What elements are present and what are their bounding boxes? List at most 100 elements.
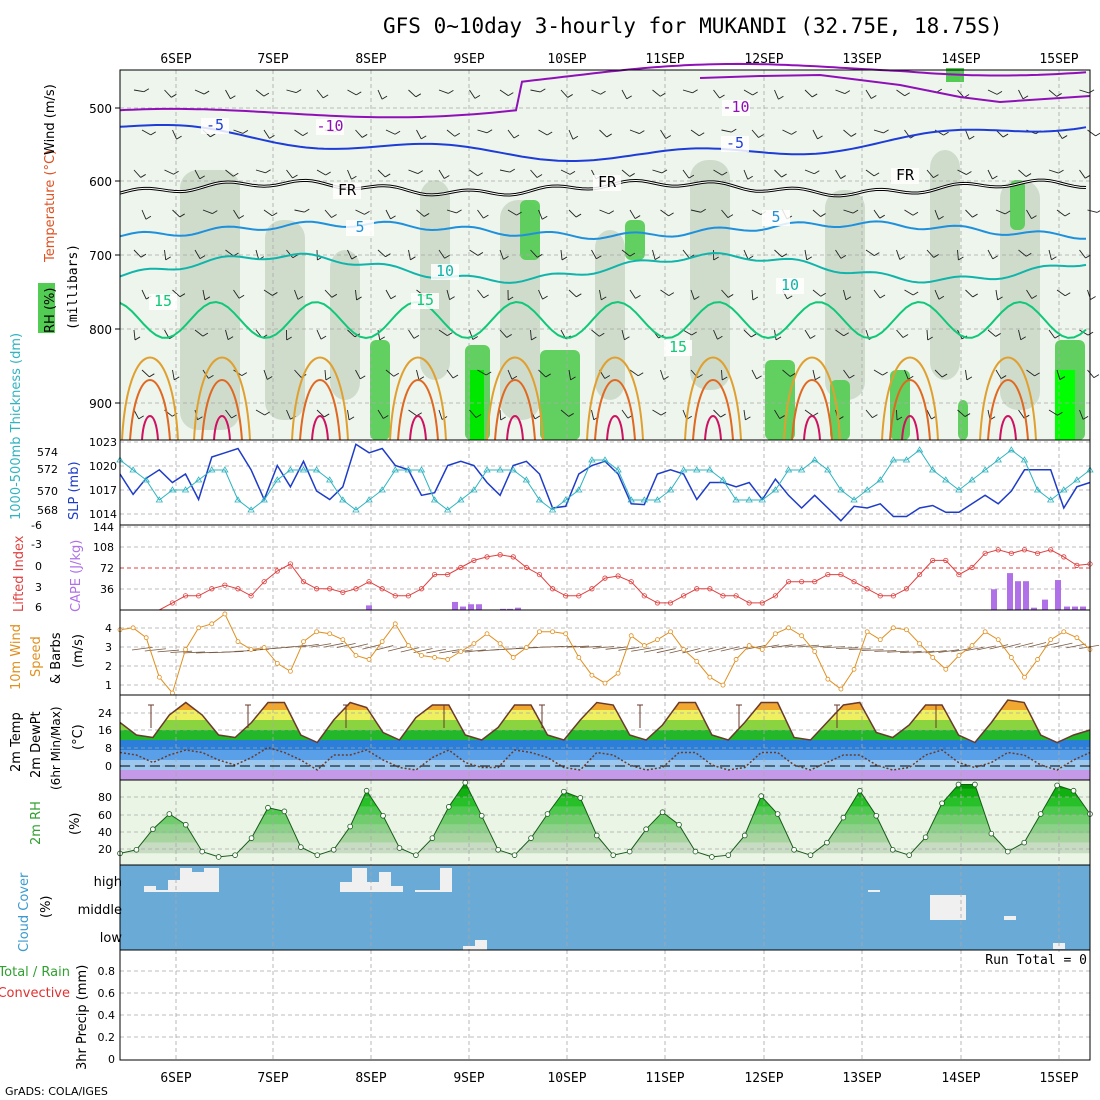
rh-marker xyxy=(774,811,781,817)
wind-speed-marker xyxy=(170,690,175,696)
cape-bar xyxy=(1023,581,1029,610)
wind-barb xyxy=(812,209,821,217)
rh-marker xyxy=(972,781,978,788)
wind-barb-feather xyxy=(1031,215,1037,220)
wind-barb xyxy=(194,249,201,259)
rh-marker xyxy=(232,852,238,858)
wind-barb xyxy=(721,209,729,218)
wind-barb-feather xyxy=(660,411,667,416)
wind-barb xyxy=(751,289,754,301)
wind-barb xyxy=(194,89,205,95)
wind-barb-feather xyxy=(845,296,852,301)
wind-barb xyxy=(164,89,172,98)
thickness-marker xyxy=(1073,476,1081,483)
wind-barb xyxy=(629,369,639,377)
cloud-block xyxy=(340,882,352,892)
wind-barb xyxy=(377,329,381,340)
lifted-index-marker xyxy=(982,550,988,556)
wind-barb-feather xyxy=(508,92,514,96)
contour-label: 15 xyxy=(154,292,172,310)
date-label-top: 9SEP xyxy=(453,52,484,67)
wind-barb xyxy=(568,289,577,298)
contour-label-bg xyxy=(411,293,439,309)
wind-barb-feather xyxy=(600,90,606,95)
rh-marker xyxy=(413,852,419,858)
wind-barb-feather xyxy=(384,173,391,178)
cloud-block xyxy=(440,868,452,892)
thickness-marker xyxy=(915,446,924,453)
wind-barb xyxy=(599,289,602,300)
temp-ylabel-a: 2m Temp xyxy=(9,712,24,772)
wind-barb-feather xyxy=(902,334,909,338)
thickness-marker xyxy=(312,466,321,473)
pressure-tick-label: 900 xyxy=(89,397,112,411)
wind-barb-feather xyxy=(361,134,368,138)
wind-speed-marker xyxy=(694,658,700,664)
wind-barb xyxy=(438,89,449,94)
wind-speed-marker xyxy=(917,641,922,647)
rh-marker xyxy=(429,835,436,841)
li-tick-label: 3 xyxy=(35,581,42,594)
rh-green-patch xyxy=(958,400,968,440)
lifted-index-marker xyxy=(943,557,949,564)
wind-speed-marker xyxy=(969,643,975,648)
wind-unit: (m/s) xyxy=(71,634,86,668)
wind-barb xyxy=(438,249,445,259)
wind-barb xyxy=(530,169,538,178)
cloud-level-label: low xyxy=(100,931,123,946)
temp-contour-20 xyxy=(979,356,1037,441)
rh-marker xyxy=(396,845,403,851)
wind-barb xyxy=(530,89,541,93)
wind-speed-marker xyxy=(615,670,621,676)
rh-marker xyxy=(791,846,797,853)
wind-barb xyxy=(774,409,781,419)
thickness-marker xyxy=(561,496,570,503)
wind-barb xyxy=(133,249,142,258)
wind-barb xyxy=(538,369,547,378)
thickness-marker xyxy=(745,496,753,503)
wind-barb-feather xyxy=(394,130,401,135)
wind-barb xyxy=(1087,209,1098,213)
wind-barb-feather xyxy=(140,174,146,178)
wind-barb-feather xyxy=(665,135,672,139)
wind-barb xyxy=(721,129,732,133)
wind-barb-feather xyxy=(852,209,859,214)
wind-barb xyxy=(255,249,260,260)
date-label-top: 10SEP xyxy=(547,52,586,67)
cape-tick-label: 72 xyxy=(100,562,114,575)
wind-barb-feather xyxy=(1058,169,1064,174)
thickness-marker xyxy=(627,496,635,503)
temp-contour-15 xyxy=(119,300,1087,340)
temp-contour-10 xyxy=(119,251,1087,284)
thickness-marker xyxy=(155,496,164,503)
wind-barb-feather xyxy=(817,135,823,140)
li-tick-label: 0 xyxy=(35,560,42,573)
temp-contour-30 xyxy=(409,415,427,441)
wind-barb xyxy=(294,289,299,300)
wind-barb-feather xyxy=(992,255,998,260)
wind-speed-marker xyxy=(274,660,280,666)
wind-barb-feather xyxy=(516,211,522,216)
wind-barb xyxy=(349,643,369,649)
wind-barb xyxy=(263,209,273,217)
wind-barb xyxy=(904,369,909,380)
thickness-marker xyxy=(247,506,255,513)
wind-barb xyxy=(957,409,966,417)
thickness-marker xyxy=(391,466,399,473)
pressure-tick-label: 600 xyxy=(89,175,112,189)
wind-barb-feather xyxy=(325,376,332,381)
wind-barb-feather xyxy=(775,336,782,341)
thickness-marker xyxy=(588,456,596,463)
temp-contour-30 xyxy=(141,415,159,441)
wind-barb-feather xyxy=(697,374,703,378)
temp-bands xyxy=(120,700,1090,780)
wind-barb-feather xyxy=(972,293,978,298)
wind-barb xyxy=(255,409,265,416)
lifted-index-marker xyxy=(327,586,333,592)
wind-barb xyxy=(934,209,940,220)
lifted-index-marker xyxy=(340,589,346,595)
wind-barb-feather xyxy=(791,130,797,135)
wind-barb xyxy=(599,129,608,138)
temp-tick-label: 24 xyxy=(98,707,112,720)
wind-barb-feather xyxy=(629,173,635,177)
